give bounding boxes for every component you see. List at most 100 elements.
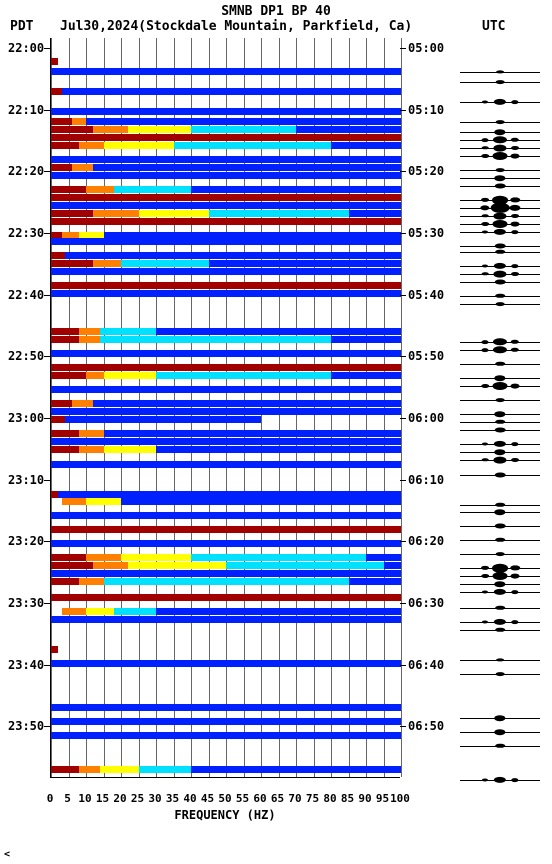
x-tick: 60 bbox=[253, 792, 266, 805]
spectrogram-row bbox=[51, 732, 400, 739]
y-tick-right: 06:00 bbox=[408, 411, 444, 425]
spectrogram-row bbox=[51, 68, 400, 75]
spectrogram-row bbox=[51, 578, 400, 585]
x-tick: 55 bbox=[236, 792, 249, 805]
chart-title: SMNB DP1 BP 40 bbox=[0, 0, 552, 19]
y-tick-right: 06:20 bbox=[408, 534, 444, 548]
waveform-glyph bbox=[460, 576, 540, 577]
waveform-glyph bbox=[460, 526, 540, 527]
x-tick: 95 bbox=[376, 792, 389, 805]
waveform-glyph bbox=[460, 386, 540, 387]
spectrogram-row bbox=[51, 282, 400, 289]
spectrogram-row bbox=[51, 260, 400, 267]
waveform-glyph bbox=[460, 224, 540, 225]
right-timezone: UTC bbox=[482, 19, 542, 34]
waveform-glyph bbox=[460, 266, 540, 267]
waveform-glyph bbox=[460, 630, 540, 631]
spectrogram-row bbox=[51, 594, 400, 601]
spectrogram-row bbox=[51, 142, 400, 149]
waveform-glyph bbox=[460, 512, 540, 513]
waveform-glyph bbox=[460, 364, 540, 365]
spectrogram-row bbox=[51, 134, 400, 141]
waveform-glyph bbox=[460, 718, 540, 719]
waveform-glyph bbox=[460, 342, 540, 343]
waveform-glyph bbox=[460, 660, 540, 661]
spectrogram-row bbox=[51, 186, 400, 193]
waveform-glyph bbox=[460, 156, 540, 157]
spectrogram-row bbox=[51, 172, 400, 179]
x-tick: 70 bbox=[288, 792, 301, 805]
waveform-glyph bbox=[460, 350, 540, 351]
spectrogram-row bbox=[51, 268, 400, 275]
y-tick-left: 23:50 bbox=[8, 719, 44, 733]
spectrogram-row bbox=[51, 554, 400, 561]
footer-mark: < bbox=[4, 849, 10, 860]
x-tick: 75 bbox=[306, 792, 319, 805]
waveform-glyph bbox=[460, 304, 540, 305]
spectrogram-row bbox=[51, 364, 400, 371]
spectrogram-row bbox=[51, 372, 400, 379]
waveform-glyph bbox=[460, 274, 540, 275]
x-tick: 90 bbox=[358, 792, 371, 805]
waveform-glyph bbox=[460, 732, 540, 733]
spectrogram-row bbox=[51, 126, 400, 133]
y-tick-right: 05:50 bbox=[408, 349, 444, 363]
y-tick-left: 23:20 bbox=[8, 534, 44, 548]
waveform-glyph bbox=[460, 475, 540, 476]
waveform-glyph bbox=[460, 378, 540, 379]
x-axis-label: FREQUENCY (HZ) bbox=[50, 808, 400, 822]
waveform-glyph bbox=[460, 414, 540, 415]
spectrogram-row bbox=[51, 704, 400, 711]
spectrogram-row bbox=[51, 194, 400, 201]
spectrogram-row bbox=[51, 156, 400, 163]
spectrogram-row bbox=[51, 400, 400, 407]
x-tick: 45 bbox=[201, 792, 214, 805]
x-tick: 25 bbox=[131, 792, 144, 805]
spectrogram-row bbox=[51, 408, 400, 415]
waveform-glyph bbox=[460, 252, 540, 253]
waveform-glyph bbox=[460, 140, 540, 141]
x-tick: 65 bbox=[271, 792, 284, 805]
spectrogram-row bbox=[51, 386, 400, 393]
y-tick-right: 06:50 bbox=[408, 719, 444, 733]
spectrogram-row bbox=[51, 562, 400, 569]
chart-subtitle: PDT Jul30,2024(Stockdale Mountain, Parkf… bbox=[0, 19, 552, 38]
spectrogram-row bbox=[51, 58, 400, 65]
spectrogram-row bbox=[51, 446, 400, 453]
spectrogram-row bbox=[51, 218, 400, 225]
waveform-glyph bbox=[460, 296, 540, 297]
spectrogram-row bbox=[51, 718, 400, 725]
spectrogram-row bbox=[51, 328, 400, 335]
y-tick-right: 05:40 bbox=[408, 288, 444, 302]
waveform-glyph bbox=[460, 444, 540, 445]
y-tick-right: 06:40 bbox=[408, 658, 444, 672]
spectrogram-row bbox=[51, 252, 400, 259]
waveform-glyph bbox=[460, 170, 540, 171]
x-tick: 5 bbox=[64, 792, 71, 805]
spectrogram-row bbox=[51, 118, 400, 125]
waveform-glyph bbox=[460, 674, 540, 675]
spectrogram-row bbox=[51, 570, 400, 577]
spectrogram-row bbox=[51, 540, 400, 547]
y-tick-left: 22:20 bbox=[8, 164, 44, 178]
spectrogram-row bbox=[51, 608, 400, 615]
spectrogram-row bbox=[51, 498, 400, 505]
spectrogram-row bbox=[51, 238, 400, 245]
waveform-glyph bbox=[460, 178, 540, 179]
spectrogram-row bbox=[51, 108, 400, 115]
x-tick: 35 bbox=[166, 792, 179, 805]
gridline bbox=[401, 38, 402, 777]
x-tick: 30 bbox=[148, 792, 161, 805]
x-tick: 50 bbox=[218, 792, 231, 805]
waveform-glyph bbox=[460, 186, 540, 187]
spectrogram-row bbox=[51, 164, 400, 171]
x-tick: 10 bbox=[78, 792, 91, 805]
spectrogram-row bbox=[51, 88, 400, 95]
waveform-glyph bbox=[460, 148, 540, 149]
left-timezone: PDT bbox=[10, 19, 60, 34]
spectrogram-row bbox=[51, 430, 400, 437]
spectrogram-row bbox=[51, 438, 400, 445]
spectrogram-row bbox=[51, 461, 400, 468]
waveform-glyph bbox=[460, 132, 540, 133]
spectrogram-row bbox=[51, 616, 400, 623]
